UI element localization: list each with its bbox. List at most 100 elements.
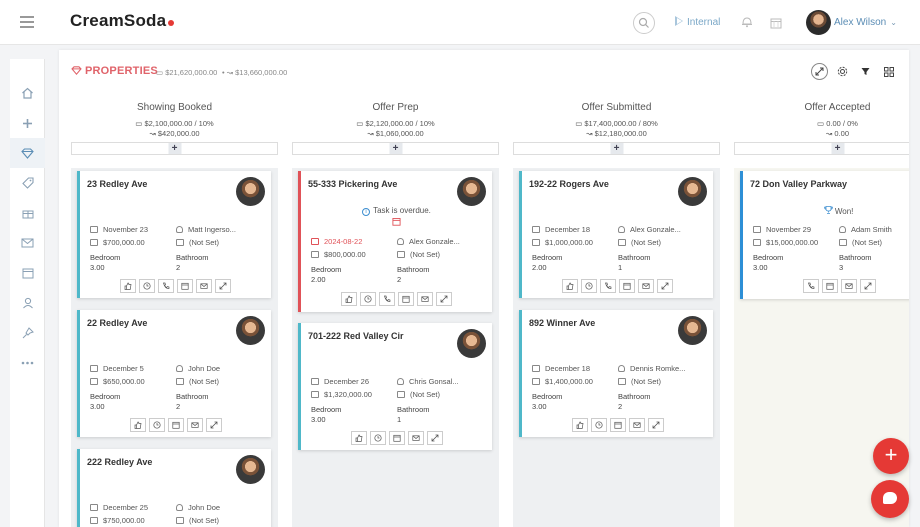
avatar[interactable]: [806, 10, 831, 35]
play-icon: [675, 16, 683, 26]
filter-button[interactable]: [857, 63, 874, 80]
internal-toggle[interactable]: Internal: [675, 16, 720, 28]
email-button[interactable]: [638, 279, 654, 293]
calendar-button[interactable]: [822, 279, 838, 293]
clock-button[interactable]: [590, 418, 607, 432]
like-button[interactable]: [341, 292, 357, 306]
card-title[interactable]: 22 Redley Ave: [87, 318, 148, 328]
menu-icon[interactable]: [20, 16, 34, 28]
building-icon: [176, 239, 184, 246]
email-button[interactable]: [196, 279, 212, 293]
email-button[interactable]: [417, 292, 433, 306]
calendar-button[interactable]: [398, 292, 414, 306]
bell-icon[interactable]: [741, 15, 753, 33]
user-icon: [397, 238, 404, 245]
calendar-button[interactable]: [619, 279, 635, 293]
like-button[interactable]: [562, 279, 578, 293]
phone-icon: [808, 282, 815, 289]
calendar-icon[interactable]: [10, 258, 45, 288]
property-card[interactable]: 192-22 Rogers Ave December 18 Alex Gonza…: [519, 171, 713, 298]
expand-button[interactable]: [811, 63, 828, 80]
add-card-button[interactable]: +: [292, 142, 499, 155]
open-card-button[interactable]: [426, 431, 443, 445]
thumbs-up-icon: [576, 421, 583, 429]
card-title[interactable]: 892 Winner Ave: [529, 318, 596, 328]
card-title[interactable]: 192-22 Rogers Ave: [529, 179, 609, 189]
clock-button[interactable]: [360, 292, 376, 306]
property-card[interactable]: 22 Redley Ave December 5 John Doe $650,0…: [77, 310, 271, 437]
bathroom-value: 3: [839, 263, 844, 272]
open-card-button[interactable]: [436, 292, 452, 306]
phone-button[interactable]: [803, 279, 819, 293]
open-card-button[interactable]: [647, 418, 664, 432]
mail-icon: [845, 283, 853, 289]
property-card[interactable]: 23 Redley Ave November 23 Matt Ingerso..…: [77, 171, 271, 298]
card-actions: [522, 279, 713, 293]
property-card[interactable]: 892 Winner Ave December 18 Dennis Romke.…: [519, 310, 713, 437]
card-title[interactable]: 72 Don Valley Parkway: [750, 179, 848, 189]
calendar-icon: [311, 378, 319, 385]
more-icon[interactable]: [10, 348, 45, 378]
property-card[interactable]: 55-333 Pickering Ave i Task is overdue. 2…: [298, 171, 492, 312]
plus-icon[interactable]: [10, 108, 45, 138]
bedroom-label: Bedroom: [311, 265, 342, 274]
add-card-button[interactable]: +: [71, 142, 278, 155]
clock-button[interactable]: [148, 418, 165, 432]
gift-icon[interactable]: [10, 198, 45, 228]
calendar-icon[interactable]: [770, 16, 782, 34]
email-button[interactable]: [841, 279, 857, 293]
gem-icon[interactable]: [10, 138, 45, 168]
open-card-button[interactable]: [860, 279, 876, 293]
add-card-button[interactable]: +: [513, 142, 720, 155]
plus-icon: +: [884, 442, 898, 467]
mail-icon[interactable]: [10, 228, 45, 258]
calendar-button[interactable]: [167, 418, 184, 432]
card-agent: Alex Gonzale...: [397, 237, 460, 246]
open-card-button[interactable]: [215, 279, 231, 293]
search-button[interactable]: [633, 12, 655, 34]
logo[interactable]: CreamSoda: [70, 11, 175, 31]
open-card-button[interactable]: [657, 279, 673, 293]
phone-button[interactable]: [158, 279, 174, 293]
expand-icon: [661, 282, 669, 290]
property-card[interactable]: 701-222 Red Valley Cir December 26 Chris…: [298, 323, 492, 450]
phone-button[interactable]: [600, 279, 616, 293]
like-button[interactable]: [129, 418, 146, 432]
property-card[interactable]: 72 Don Valley Parkway Won! November 29 A…: [740, 171, 909, 299]
like-button[interactable]: [571, 418, 588, 432]
card-title[interactable]: 222 Redley Ave: [87, 457, 153, 467]
clock-button[interactable]: [369, 431, 386, 445]
card-title[interactable]: 55-333 Pickering Ave: [308, 179, 398, 189]
email-button[interactable]: [407, 431, 424, 445]
chat-button[interactable]: [871, 480, 909, 518]
settings-button[interactable]: [834, 63, 851, 80]
like-button[interactable]: [120, 279, 136, 293]
clock-button[interactable]: [139, 279, 155, 293]
property-card[interactable]: 222 Redley Ave December 25 John Doe $750…: [77, 449, 271, 527]
calendar-button[interactable]: [609, 418, 626, 432]
grid-view-button[interactable]: [880, 63, 897, 80]
column-title: Offer Submitted: [581, 102, 652, 113]
pin-icon[interactable]: [10, 318, 45, 348]
tag-icon[interactable]: [10, 168, 45, 198]
card-title[interactable]: 23 Redley Ave: [87, 179, 148, 189]
phone-button[interactable]: [379, 292, 395, 306]
clock-button[interactable]: [581, 279, 597, 293]
building-icon: [397, 251, 405, 258]
add-fab-button[interactable]: +: [873, 438, 909, 474]
email-button[interactable]: [628, 418, 645, 432]
calendar-button[interactable]: [177, 279, 193, 293]
card-price: $1,000,000.00: [532, 238, 593, 247]
building-icon: [397, 391, 405, 398]
calendar-button[interactable]: [388, 431, 405, 445]
like-button[interactable]: [350, 431, 367, 445]
clipboard-icon: ▭: [817, 119, 825, 128]
user-icon: [176, 226, 183, 233]
home-icon[interactable]: [10, 78, 45, 108]
user-menu[interactable]: Alex Wilson ⌄: [834, 17, 897, 28]
open-card-button[interactable]: [205, 418, 222, 432]
email-button[interactable]: [186, 418, 203, 432]
add-card-button[interactable]: +: [734, 142, 909, 155]
card-title[interactable]: 701-222 Red Valley Cir: [308, 331, 404, 341]
user-icon[interactable]: [10, 288, 45, 318]
